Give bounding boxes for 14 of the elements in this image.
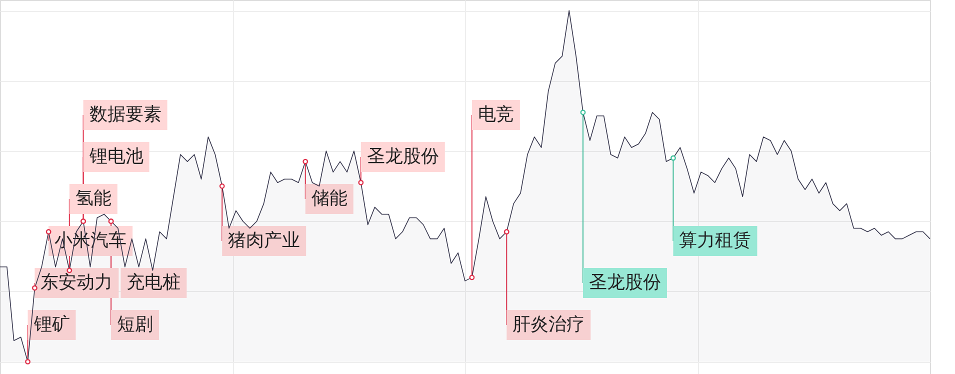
annotation: 数据要素 — [89, 104, 162, 125]
annotation: 圣龙股份 — [588, 272, 661, 293]
annotation: 锂电池 — [88, 146, 144, 167]
annotation: 圣龙股份 — [366, 146, 439, 167]
annotation: 充电桩 — [126, 272, 181, 293]
annotation: 东安动力 — [40, 272, 113, 293]
annotation: 短剧 — [117, 314, 154, 335]
annotation: 氢能 — [75, 188, 112, 209]
annotation: 算力租赁 — [679, 230, 752, 251]
annotation: 猪肉产业 — [228, 230, 300, 251]
annotation: 肝炎治疗 — [512, 314, 585, 335]
annotation: 电竞 — [478, 104, 514, 125]
annotation: 储能 — [311, 188, 348, 209]
annotation: 锂矿 — [32, 314, 70, 335]
